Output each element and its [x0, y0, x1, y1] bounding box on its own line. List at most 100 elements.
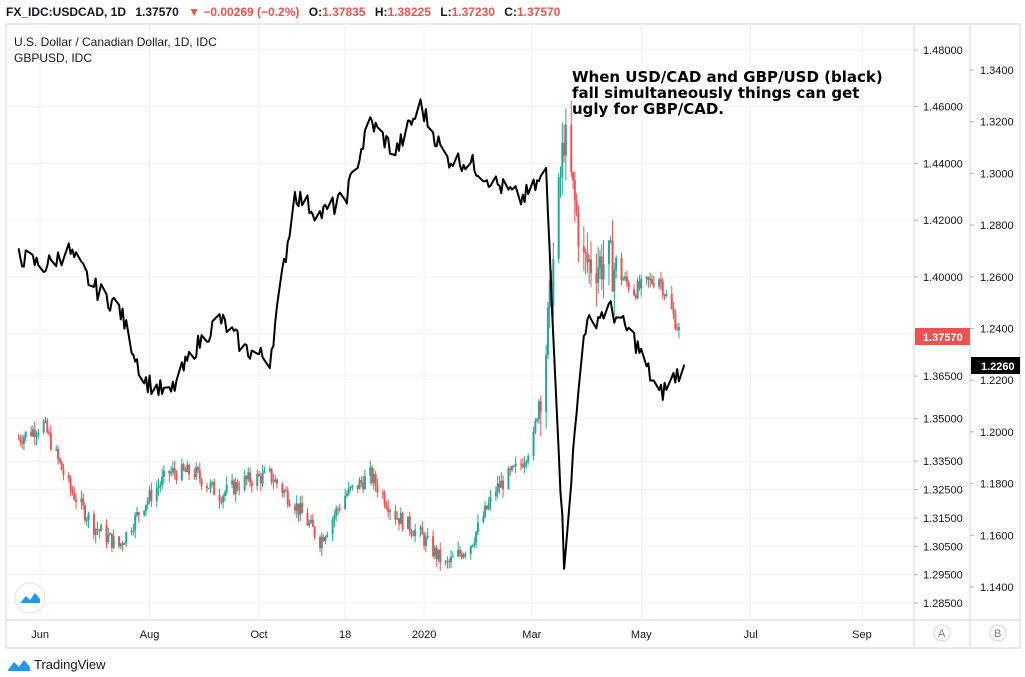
gbpusd-price-axis[interactable]: 1.3400 1.3200 1.3000 1.2800 1.2600 1.2400 1.22…: [970, 65, 1014, 594]
annotation-line-2: fall simultaneously things can get: [572, 84, 859, 102]
usdcad-candle-body-189: [489, 496, 492, 503]
usdcad-candle-body-193: [500, 480, 503, 488]
usdcad-candle-body-66: [182, 464, 185, 470]
usdcad-candle-body-202: [523, 462, 526, 468]
usdcad-tick-label-4: 1.40000: [923, 272, 963, 284]
usdcad-candle-body-167: [435, 547, 438, 560]
usdcad-candle-body-216: [559, 177, 562, 179]
usdcad-candle-body-251: [647, 276, 650, 280]
usdcad-candle-body-112: [297, 503, 300, 515]
usdcad-candle-body-256: [659, 279, 662, 282]
usdcad-candle-body-68: [186, 464, 189, 473]
annotation-line-1: When USD/CAD and GBP/USD (black): [572, 68, 883, 86]
usdcad-candle-body-149: [389, 510, 392, 513]
usdcad-candle-body-76: [207, 488, 210, 490]
usdcad-candle-body-53: [148, 490, 151, 501]
usdcad-candle-body-140: [369, 467, 372, 477]
usdcad-candle-body-54: [150, 490, 153, 502]
footer-brand[interactable]: TradingView: [8, 657, 106, 672]
annotation-line-3: ugly for GBP/CAD.: [572, 100, 724, 118]
usdcad-candle-body-7: [33, 429, 36, 438]
usdcad-price-axis[interactable]: 1.480001.460001.440001.420001.400001.380…: [914, 45, 963, 610]
symbol-name[interactable]: FX_IDC:USDCAD, 1D: [6, 5, 127, 19]
usdcad-candle-body-126: [333, 515, 336, 520]
usdcad-candle-body-96: [258, 474, 261, 476]
scale-button-a[interactable]: A: [938, 628, 946, 640]
usdcad-candle-body-3: [22, 436, 25, 444]
usdcad-candle-body-143: [374, 474, 377, 486]
usdcad-candle-body-134: [351, 485, 354, 488]
usdcad-candle-body-226: [584, 252, 587, 254]
usdcad-tick-label-10: 1.31500: [923, 513, 963, 525]
usdcad-candle-body-48: [135, 512, 138, 515]
usdcad-candle-body-161: [421, 527, 424, 535]
scale-button-a-bg[interactable]: [933, 624, 951, 642]
usdcad-candle-body-129: [338, 508, 341, 510]
usdcad-candle-body-204: [527, 455, 530, 462]
usdcad-candle-body-138: [362, 482, 365, 490]
grid-lines: [6, 24, 914, 620]
usdcad-candle-body-252: [649, 278, 652, 280]
usdcad-candle-body-171: [446, 561, 449, 563]
usdcad-candle-body-77: [209, 483, 212, 489]
usdcad-tick-label-13: 1.28500: [923, 598, 963, 610]
time-tick-label-5: Mar: [522, 629, 541, 641]
gbpusd-tick-label-7: 1.2000: [980, 427, 1014, 439]
usdcad-candle-body-181: [471, 545, 474, 547]
usdcad-candle-body-75: [205, 486, 208, 489]
usdcad-candle-body-28: [85, 519, 88, 521]
usdcad-candle-body-55: [155, 488, 158, 502]
usdcad-candle-body-104: [275, 479, 278, 485]
usdcad-candle-body-14: [49, 433, 52, 450]
usdcad-candle-body-1: [19, 438, 22, 442]
usdcad-candle-body-260: [670, 293, 673, 309]
usdcad-candle-body-12: [46, 420, 49, 433]
usdcad-candle-body-101: [270, 468, 273, 482]
usdcad-candle-body-26: [82, 498, 85, 506]
usdcad-candle-body-242: [624, 276, 627, 280]
usdcad-candle-body-219: [564, 124, 567, 156]
usdcad-candle-body-103: [274, 479, 277, 483]
usdcad-candle-body-11: [44, 420, 47, 422]
usdcad-candle-body-144: [376, 485, 379, 493]
usdcad-candle-body-57: [159, 485, 162, 487]
usdcad-candle-body-170: [444, 561, 447, 563]
usdcad-candle-body-85: [231, 480, 234, 485]
plot-frame: [5, 23, 1021, 649]
usdcad-candle-body-4: [24, 431, 27, 437]
usdcad-candle-body-153: [399, 513, 402, 525]
usdcad-candle-body-172: [448, 561, 451, 563]
usdcad-candle-body-166: [433, 547, 436, 557]
usdcad-candle-body-73: [198, 470, 201, 479]
usdcad-candle-body-253: [651, 278, 654, 284]
usdcad-candle-body-130: [344, 495, 347, 510]
usdcad-candle-body-51: [144, 504, 147, 511]
usdcad-candle-body-81: [220, 501, 223, 503]
usdcad-candle-body-154: [401, 513, 404, 529]
scale-button-b-bg[interactable]: [989, 624, 1007, 642]
usdcad-candle-body-109: [288, 504, 291, 507]
usdcad-candle-body-97: [259, 475, 262, 484]
usdcad-candle-body-158: [412, 534, 415, 537]
usdcad-candle-body-233: [600, 256, 603, 280]
usdcad-candle-body-123: [324, 536, 327, 542]
usdcad-candle-body-148: [387, 507, 390, 513]
usdcad-candle-body-240: [620, 257, 623, 281]
scale-button-b[interactable]: B: [994, 628, 1001, 640]
usdcad-candle-body-24: [74, 499, 77, 502]
usdcad-candle-body-117: [310, 519, 313, 523]
gbpusd-tick-label-2: 1.3000: [980, 168, 1014, 180]
gbpusd-tick-label-8: 1.1800: [980, 479, 1014, 491]
usdcad-candle-body-210: [545, 355, 548, 413]
usdcad-candle-body-42: [121, 543, 124, 545]
usdcad-candle-body-6: [31, 429, 34, 436]
time-axis[interactable]: Jun Aug Oct 18 2020 Mar May Jul Sep: [31, 629, 872, 641]
usdcad-candle-body-255: [658, 279, 661, 287]
usdcad-candle-body-2: [21, 441, 24, 444]
high-label: H:: [374, 5, 388, 19]
tradingview-logo-button[interactable]: [14, 582, 46, 614]
usdcad-candle-body-133: [349, 487, 352, 489]
gbpusd-last-price-label: 1.2260: [981, 361, 1015, 373]
usdcad-candle-body-238: [613, 270, 616, 292]
